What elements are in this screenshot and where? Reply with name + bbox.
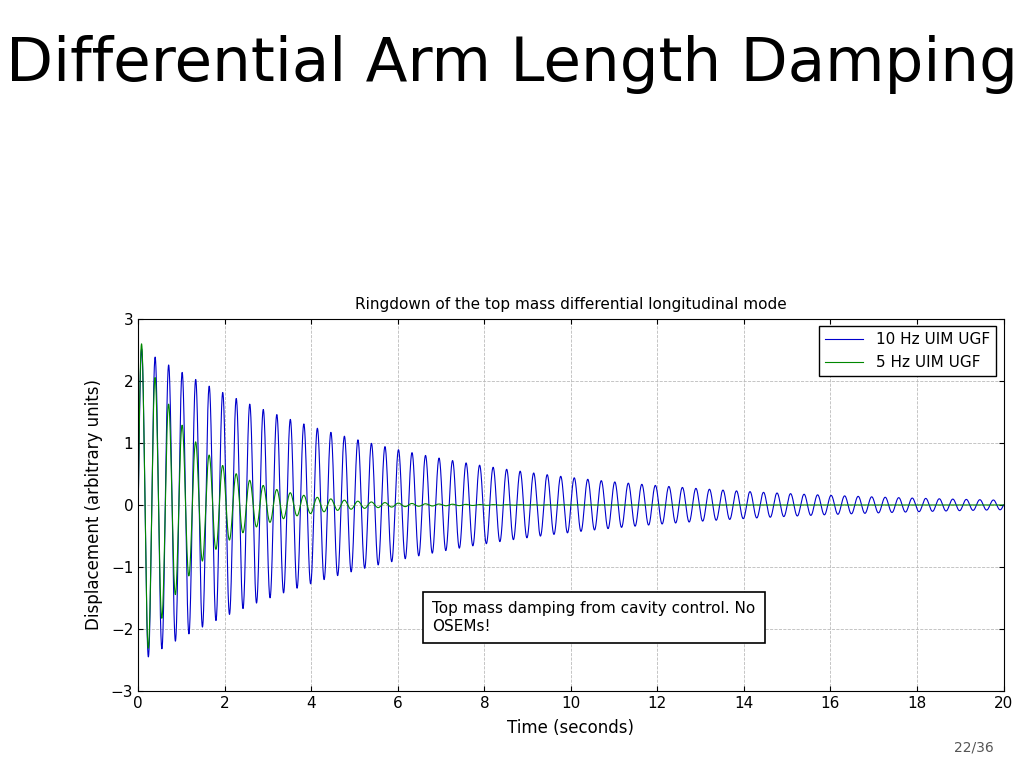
Title: Ringdown of the top mass differential longitudinal mode: Ringdown of the top mass differential lo…: [355, 297, 786, 312]
10 Hz UIM UGF: [132, 501, 144, 510]
5 Hz UIM UGF: [356, 502, 369, 511]
10 Hz UIM UGF: [142, 652, 155, 661]
5 Hz UIM UGF: [658, 501, 671, 510]
5 Hz UIM UGF: [178, 446, 190, 455]
Line: 5 Hz UIM UGF: 5 Hz UIM UGF: [138, 344, 1004, 648]
5 Hz UIM UGF: [142, 644, 155, 653]
X-axis label: Time (seconds): Time (seconds): [507, 720, 635, 737]
5 Hz UIM UGF: [997, 501, 1010, 510]
5 Hz UIM UGF: [588, 501, 600, 510]
Legend: 10 Hz UIM UGF, 5 Hz UIM UGF: 10 Hz UIM UGF, 5 Hz UIM UGF: [819, 326, 996, 376]
10 Hz UIM UGF: [260, 503, 272, 512]
10 Hz UIM UGF: [356, 526, 369, 535]
Text: Differential Arm Length Damping: Differential Arm Length Damping: [6, 35, 1018, 94]
5 Hz UIM UGF: [260, 501, 272, 510]
5 Hz UIM UGF: [132, 501, 144, 510]
10 Hz UIM UGF: [575, 526, 588, 535]
10 Hz UIM UGF: [588, 524, 600, 533]
5 Hz UIM UGF: [575, 501, 588, 510]
5 Hz UIM UGF: [135, 339, 147, 349]
10 Hz UIM UGF: [658, 509, 671, 518]
Y-axis label: Displacement (arbitrary units): Displacement (arbitrary units): [85, 379, 102, 631]
Text: 22/36: 22/36: [953, 740, 993, 754]
10 Hz UIM UGF: [135, 344, 147, 353]
10 Hz UIM UGF: [997, 501, 1010, 510]
Line: 10 Hz UIM UGF: 10 Hz UIM UGF: [138, 349, 1004, 657]
Text: Top mass damping from cavity control. No
OSEMs!: Top mass damping from cavity control. No…: [432, 601, 756, 634]
10 Hz UIM UGF: [178, 408, 190, 417]
